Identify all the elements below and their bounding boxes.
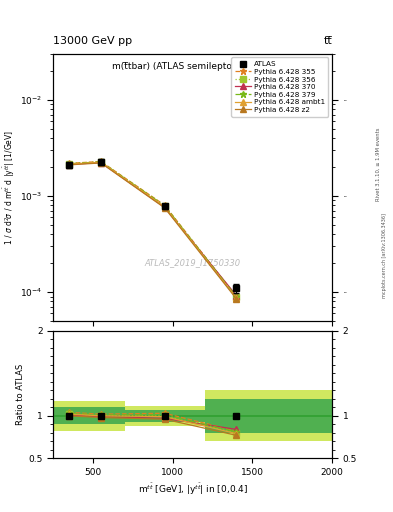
Bar (125, 406, 204, 426)
Text: 13000 GeV pp: 13000 GeV pp (53, 36, 132, 46)
Text: tt̅: tt̅ (323, 36, 332, 46)
Bar (125, 410, 204, 422)
Text: ATLAS_2019_I1750330: ATLAS_2019_I1750330 (145, 258, 241, 267)
X-axis label: m$^{t\bar{t}}$ [GeV], |y$^{t\bar{t}}$| in [0,0.4]: m$^{t\bar{t}}$ [GeV], |y$^{t\bar{t}}$| i… (138, 481, 248, 497)
Text: mcplots.cern.ch [arXiv:1306.3436]: mcplots.cern.ch [arXiv:1306.3436] (382, 214, 387, 298)
Bar (204, 399, 332, 433)
Y-axis label: Ratio to ATLAS: Ratio to ATLAS (17, 364, 26, 425)
Y-axis label: 1 / $\sigma$ d$^2\!\sigma$ / d m$^{t\bar{t}}$ d |y$^{t\bar{t}}$| [1/GeV]: 1 / $\sigma$ d$^2\!\sigma$ / d m$^{t\bar… (2, 130, 17, 245)
Text: Rivet 3.1.10, ≥ 1.9M events: Rivet 3.1.10, ≥ 1.9M events (376, 127, 380, 201)
Bar (85, 400, 125, 431)
Bar (85, 408, 125, 424)
Bar (53, 400, 85, 431)
Bar (53, 408, 85, 424)
Bar (204, 390, 332, 441)
Text: m(t̅tbar) (ATLAS semileptonic t̅tbar): m(t̅tbar) (ATLAS semileptonic t̅tbar) (112, 62, 274, 71)
Legend: ATLAS, Pythia 6.428 355, Pythia 6.428 356, Pythia 6.428 370, Pythia 6.428 379, P: ATLAS, Pythia 6.428 355, Pythia 6.428 35… (231, 57, 329, 117)
